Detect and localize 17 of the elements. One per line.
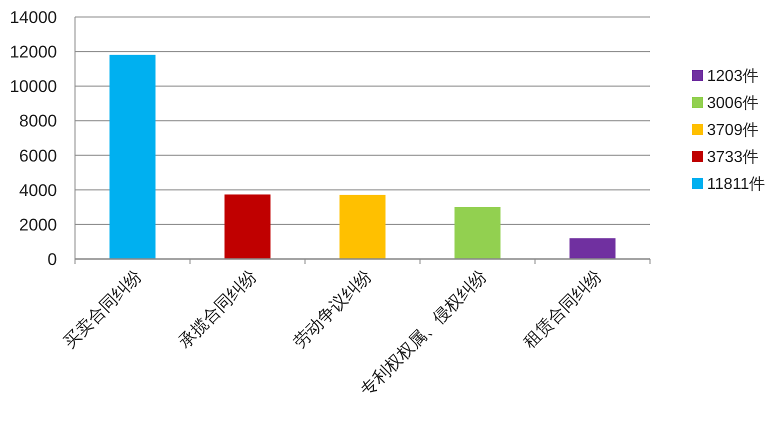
y-tick-label: 12000 — [10, 42, 57, 62]
x-tick-label: 承揽合同纠纷 — [174, 266, 260, 352]
x-tick-label: 买卖合同纠纷 — [60, 266, 146, 352]
y-tick-label: 6000 — [19, 146, 57, 166]
legend-label: 1203件 — [707, 68, 759, 85]
y-tick-label: 2000 — [19, 215, 57, 234]
y-tick-label: 8000 — [19, 112, 57, 131]
legend-label: 3006件 — [707, 95, 759, 112]
y-tick-label: 10000 — [10, 77, 57, 96]
x-tick-label: 劳动争议纠纷 — [290, 266, 376, 352]
legend-label: 3709件 — [707, 122, 759, 139]
y-tick-label: 4000 — [19, 180, 57, 200]
x-tick-label: 租赁合同纠纷 — [520, 266, 606, 352]
y-tick-label: 14000 — [10, 8, 57, 27]
y-tick-label: 0 — [48, 250, 57, 269]
legend-label: 11811件 — [707, 176, 766, 193]
legend-label: 3733件 — [707, 149, 759, 166]
